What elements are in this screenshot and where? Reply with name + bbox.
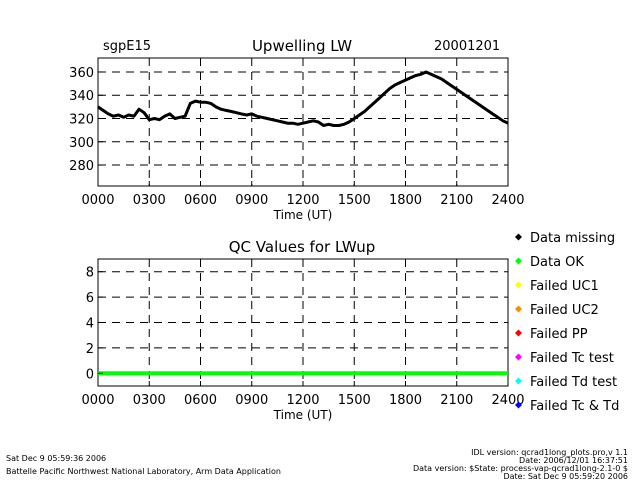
footer-data-version: Data version: $State: process-vap-qcrad1… <box>413 464 628 473</box>
legend-label: Data OK <box>530 255 584 270</box>
site-label: sgpE15 <box>103 39 151 54</box>
qc-values-chart: 0000 0300 0600 0900 1200 1500 1800 2100 24000246… <box>81 258 525 422</box>
y-tick-label: 300 <box>69 136 94 151</box>
legend-marker-icon <box>515 305 522 313</box>
legend-marker-icon <box>515 233 522 241</box>
series-line <box>97 70 509 127</box>
y-tick-label: 340 <box>69 89 94 104</box>
legend-label: Failed UC1 <box>530 279 599 294</box>
legend-marker-icon <box>515 281 522 289</box>
legend-marker-icon <box>515 377 522 385</box>
x-axis-label: Time (UT) <box>273 408 333 422</box>
y-tick-label: 280 <box>69 159 94 174</box>
legend-marker-icon <box>515 329 522 337</box>
qc-legend: Data missing Data OK Failed UC1 Failed UC2 F… <box>515 231 619 414</box>
x-tick-label: 1200 <box>286 393 319 408</box>
legend-label: Failed PP <box>530 327 588 342</box>
legend-marker-icon <box>515 257 522 265</box>
x-tick-label: 2100 <box>440 193 473 208</box>
x-tick-label: 0000 <box>81 393 114 408</box>
y-tick-label: 8 <box>86 266 94 281</box>
x-tick-label: 0000 <box>81 193 114 208</box>
x-tick-label: 0300 <box>133 393 166 408</box>
qc-chart-title: QC Values for LWup <box>229 238 376 256</box>
x-tick-label: 1500 <box>338 193 371 208</box>
x-tick-label: 2400 <box>491 193 524 208</box>
y-tick-label: 320 <box>69 113 94 128</box>
y-tick-label: 4 <box>86 317 94 332</box>
x-axis-label: Time (UT) <box>273 208 333 222</box>
y-tick-label: 360 <box>69 66 94 81</box>
legend-label: Failed Td test <box>530 375 617 390</box>
y-tick-label: 6 <box>86 291 94 306</box>
legend-label: Failed Tc & Td <box>530 399 619 414</box>
legend-label: Failed Tc test <box>530 351 614 366</box>
x-tick-label: 0600 <box>184 393 217 408</box>
x-tick-label: 1800 <box>389 393 422 408</box>
y-tick-label: 2 <box>86 342 94 357</box>
x-tick-label: 1500 <box>338 393 371 408</box>
footer-data-date: Date: Sat Dec 9 05:59:20 2006 <box>503 472 628 480</box>
date-label: 20001201 <box>434 39 500 54</box>
upwelling-lw-chart: 0000 0300 0600 0900 1200 1500 1800 2100 2400 280 3… <box>69 57 525 222</box>
footer-organization: Battelle Pacific Northwest National Labo… <box>6 467 281 476</box>
footer-idl-version: IDL version: qcrad1long_plots.pro,v 1.1 <box>471 448 628 457</box>
legend-label: Data missing <box>530 231 615 246</box>
y-tick-label: 0 <box>86 367 94 382</box>
x-tick-label: 0600 <box>184 193 217 208</box>
chart-title: Upwelling LW <box>252 37 352 55</box>
footer-idl-date: Date: 2006/12/01 16:37:51 <box>519 456 628 465</box>
x-tick-label: 0900 <box>235 393 268 408</box>
legend-label: Failed UC2 <box>530 303 599 318</box>
legend-marker-icon <box>515 353 522 361</box>
x-tick-label: 1200 <box>286 193 319 208</box>
legend-marker-icon <box>515 401 522 409</box>
x-tick-label: 1800 <box>389 193 422 208</box>
x-tick-label: 0300 <box>133 193 166 208</box>
x-tick-label: 0900 <box>235 193 268 208</box>
footer-timestamp: Sat Dec 9 05:59:36 2006 <box>6 454 106 463</box>
x-tick-label: 2100 <box>440 393 473 408</box>
